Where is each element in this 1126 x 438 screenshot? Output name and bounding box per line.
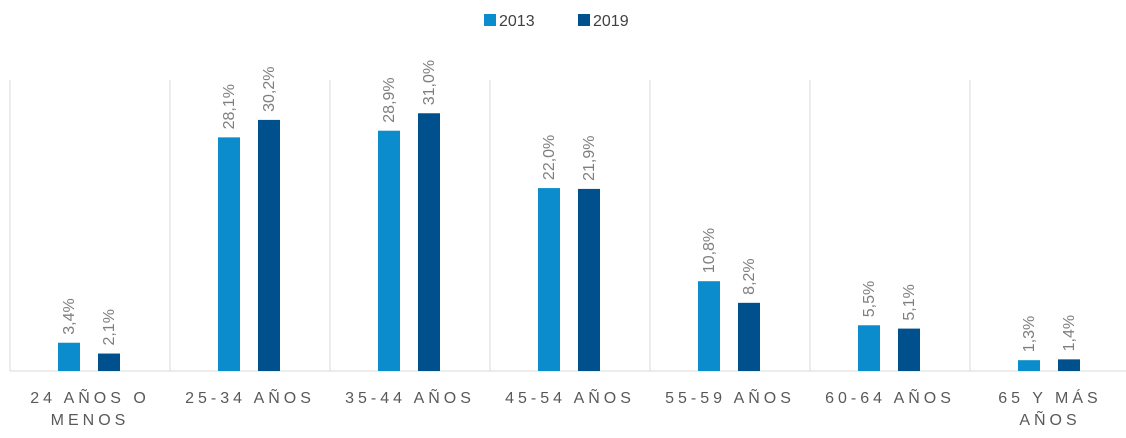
x-tick-label: 24 AÑOS O MENOS [30,390,150,429]
bar [698,281,720,371]
value-label: 5,5% [861,281,878,317]
bar [538,188,560,371]
x-tick-label: 65 Y MÁS AÑOS [998,390,1102,429]
value-label: 22,0% [541,135,558,180]
value-label: 1,4% [1061,315,1078,351]
value-label: 3,4% [61,298,78,334]
x-tick-label: 45-54 AÑOS [505,390,635,407]
value-label: 30,2% [261,67,278,112]
legend-swatch [484,14,496,26]
value-label: 28,9% [381,77,398,122]
value-label: 28,1% [221,84,238,129]
bar [98,353,120,371]
x-tick-label: 35-44 AÑOS [345,390,475,407]
bar [58,342,80,371]
value-label: 31,0% [421,60,438,105]
bar [218,137,240,371]
x-tick-label: 25-34 AÑOS [185,390,315,407]
value-label: 10,8% [701,228,718,273]
legend-label: 2019 [593,13,629,30]
legend-swatch [578,14,590,26]
legend-label: 2013 [499,13,535,30]
bar [418,113,440,371]
bar [378,130,400,371]
x-tick-label: 55-59 AÑOS [665,390,795,407]
bar [1018,360,1040,371]
value-label: 21,9% [581,136,598,181]
value-label: 5,1% [901,284,918,320]
bar [578,188,600,371]
bar [738,302,760,371]
bar [898,328,920,371]
bar [858,325,880,371]
value-label: 8,2% [741,258,758,294]
value-label: 2,1% [101,309,118,345]
x-tick-label: 60-64 AÑOS [825,390,955,407]
bar [1058,359,1080,371]
value-label: 1,3% [1021,316,1038,352]
bar [258,119,280,371]
